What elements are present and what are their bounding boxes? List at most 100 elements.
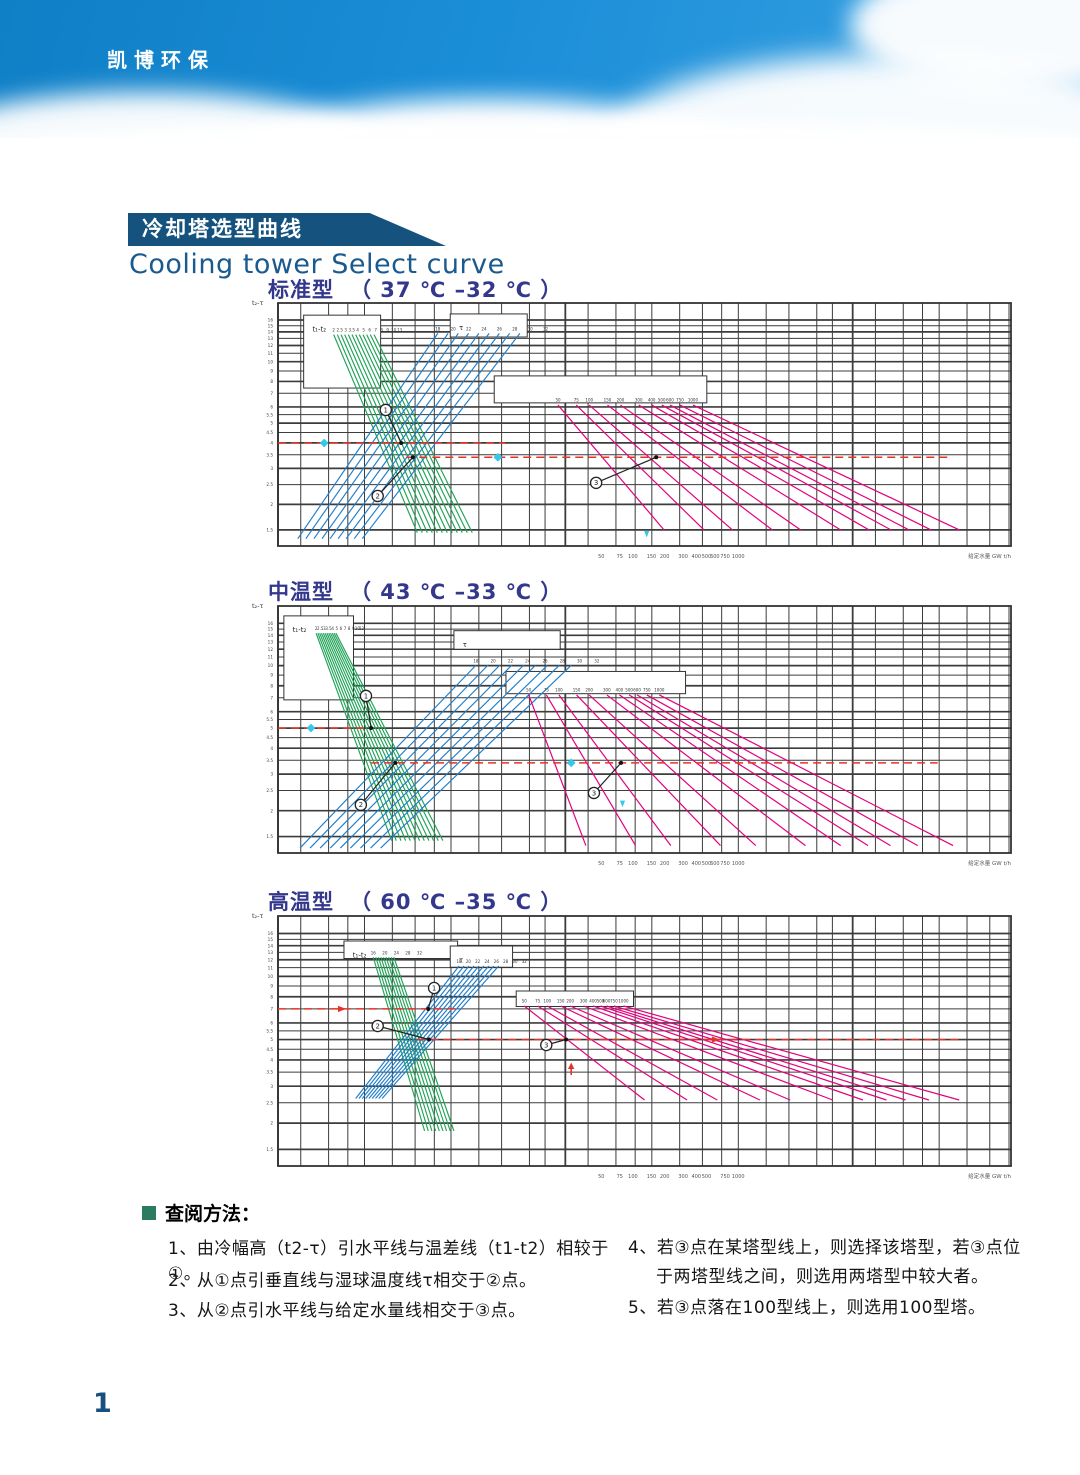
chart-medium: 16 15 14 13 12 11 10 9 8 7 6 5.5 5 4.5 4 3.5 3 2.5 2 1.5 t₂-… (248, 601, 1048, 883)
svg-text:1.5: 1.5 (266, 527, 273, 532)
svg-text:3.5: 3.5 (266, 452, 273, 457)
svg-text:给定水量 GW t/h: 给定水量 GW t/h (968, 552, 1011, 560)
chart-title-medium: 中温型 （ 43 ℃ –33 ℃ ） (268, 576, 562, 606)
svg-text:1000: 1000 (618, 999, 629, 1004)
svg-text:750: 750 (720, 861, 730, 867)
svg-text:600: 600 (710, 861, 720, 867)
svg-text:26: 26 (542, 658, 548, 663)
svg-text:30: 30 (512, 959, 518, 964)
svg-text:5: 5 (335, 626, 338, 631)
svg-text:200: 200 (617, 398, 625, 403)
svg-text:32: 32 (522, 959, 528, 964)
svg-text:1: 1 (432, 984, 436, 992)
svg-text:400: 400 (692, 861, 702, 867)
nomograph-high: 1615141312111098765.554.543.532.521.5t₂-… (252, 912, 1012, 1180)
svg-text:2.5: 2.5 (337, 328, 344, 333)
svg-text:50: 50 (598, 861, 604, 867)
brand-name: 凯博环保 (107, 48, 215, 72)
svg-text:20: 20 (451, 326, 457, 331)
svg-text:100: 100 (628, 1174, 638, 1180)
svg-text:300: 300 (603, 687, 611, 692)
svg-text:16: 16 (268, 318, 274, 323)
chart-standard: 16 15 14 13 12 11 10 9 8 7 6 5.5 5 4.5 4 3.5 3 2.5 2 1.5 t₂-… (248, 298, 1048, 576)
svg-text:14: 14 (268, 633, 274, 638)
svg-text:400: 400 (648, 398, 656, 403)
method-step-5: 5、若③点落在100型线上，则选用100型塔。 (628, 1298, 986, 1318)
svg-text:7: 7 (270, 1006, 273, 1011)
svg-text:8: 8 (348, 626, 351, 631)
svg-text:75: 75 (617, 861, 623, 867)
svg-text:28: 28 (503, 959, 509, 964)
svg-text:给定水量 GW t/h: 给定水量 GW t/h (968, 1172, 1011, 1180)
svg-text:750: 750 (720, 1174, 730, 1180)
svg-text:3: 3 (323, 626, 326, 631)
svg-text:7: 7 (270, 695, 273, 700)
svg-text:100: 100 (543, 999, 551, 1004)
svg-text:150: 150 (647, 554, 657, 560)
svg-text:30: 30 (528, 326, 534, 331)
svg-text:10: 10 (355, 626, 361, 631)
svg-text:2: 2 (375, 1022, 379, 1030)
svg-text:150: 150 (604, 398, 612, 403)
svg-text:28: 28 (405, 950, 411, 955)
svg-text:14: 14 (268, 943, 274, 948)
method-title: 查阅方法： (165, 1203, 261, 1225)
svg-text:3: 3 (594, 479, 598, 487)
svg-text:给定水量 GW t/h: 给定水量 GW t/h (968, 859, 1011, 867)
svg-text:10: 10 (268, 359, 274, 364)
chart-temp-range: （ 37 ℃ –32 ℃ ） (350, 278, 563, 302)
svg-text:6: 6 (368, 328, 371, 333)
section-banner-label: 冷却塔选型曲线 (142, 217, 303, 241)
svg-text:2.5: 2.5 (266, 788, 273, 793)
svg-text:3: 3 (270, 772, 273, 777)
svg-text:1000: 1000 (732, 554, 745, 560)
svg-text:150: 150 (647, 861, 657, 867)
svg-text:75: 75 (617, 554, 623, 560)
svg-text:18: 18 (473, 658, 479, 663)
nomograph-standard: 1615141312111098765.554.543.532.521.5t₂-… (252, 299, 1012, 560)
svg-text:20: 20 (466, 959, 472, 964)
svg-text:500: 500 (658, 398, 666, 403)
svg-text:8: 8 (380, 328, 383, 333)
svg-text:28: 28 (560, 658, 566, 663)
svg-text:400: 400 (616, 687, 624, 692)
svg-text:12: 12 (268, 343, 274, 348)
svg-text:6: 6 (270, 709, 273, 714)
svg-text:600: 600 (603, 999, 611, 1004)
svg-text:3.5: 3.5 (325, 626, 332, 631)
svg-text:11: 11 (268, 655, 274, 660)
svg-text:16: 16 (268, 931, 274, 936)
svg-text:500: 500 (625, 687, 633, 692)
svg-text:9: 9 (270, 369, 273, 374)
svg-text:3: 3 (544, 1041, 548, 1049)
svg-text:8: 8 (270, 683, 273, 688)
svg-text:t₁-t₂: t₁-t₂ (312, 325, 326, 333)
svg-text:7: 7 (374, 328, 377, 333)
svg-text:50: 50 (598, 1174, 604, 1180)
svg-text:15: 15 (268, 323, 274, 328)
svg-text:200: 200 (660, 1174, 670, 1180)
svg-text:4.5: 4.5 (266, 735, 273, 740)
svg-text:2.5: 2.5 (266, 1100, 273, 1105)
svg-text:t₁-t₂: t₁-t₂ (293, 626, 307, 634)
svg-text:12: 12 (268, 647, 274, 652)
chart-title-high: 高温型 （ 60 ℃ –35 ℃ ） (268, 886, 562, 916)
svg-text:200: 200 (660, 554, 670, 560)
svg-text:750: 750 (720, 554, 730, 560)
svg-text:16: 16 (268, 621, 274, 626)
svg-text:26: 26 (497, 326, 503, 331)
svg-text:5: 5 (270, 1037, 273, 1042)
svg-text:1000: 1000 (732, 861, 745, 867)
svg-text:2: 2 (375, 492, 379, 500)
svg-text:24: 24 (484, 959, 490, 964)
svg-text:3: 3 (270, 1084, 273, 1089)
svg-text:24: 24 (481, 326, 487, 331)
svg-text:50: 50 (555, 398, 561, 403)
svg-text:300: 300 (678, 1174, 688, 1180)
svg-text:600: 600 (710, 554, 720, 560)
svg-text:4: 4 (356, 328, 359, 333)
svg-text:75: 75 (574, 398, 580, 403)
svg-text:3: 3 (592, 789, 596, 797)
svg-text:14: 14 (268, 329, 274, 334)
svg-text:16: 16 (371, 950, 377, 955)
